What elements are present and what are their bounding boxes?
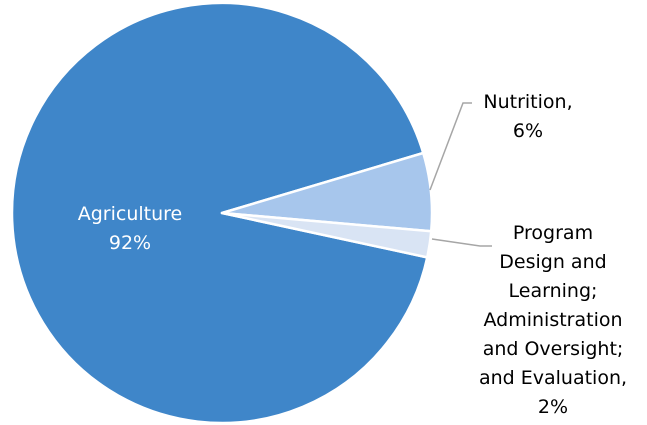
label-program-design-line: and Evaluation, [479, 367, 627, 389]
label-program-design-line: and Oversight; [483, 338, 624, 360]
label-program-design-line: Program [513, 222, 593, 244]
label-agriculture-line: Agriculture [78, 203, 183, 225]
pie-slices [10, 1, 434, 425]
label-nutrition-line: Nutrition, [483, 91, 572, 113]
label-program-design-line: Learning; [509, 280, 598, 302]
label-program-design-line: 2% [538, 396, 568, 418]
label-program-design: Program Design and Learning; Administration… [479, 222, 627, 418]
leader-line-program-design [431, 238, 492, 247]
label-program-design-line: Administration [483, 309, 622, 331]
leader-line-nutrition [429, 102, 472, 191]
slice-agriculture [10, 1, 429, 425]
slice-program-design [220, 211, 433, 259]
label-nutrition: Nutrition, 6% [483, 91, 572, 142]
leader-lines [429, 102, 492, 247]
label-nutrition-line: 6% [513, 120, 543, 142]
label-agriculture: Agriculture 92% [78, 203, 183, 254]
label-program-design-line: Design and [499, 251, 606, 273]
label-agriculture-line: 92% [109, 232, 151, 254]
slice-labels: Agriculture 92% Nutrition, 6% Program Design … [78, 91, 627, 418]
